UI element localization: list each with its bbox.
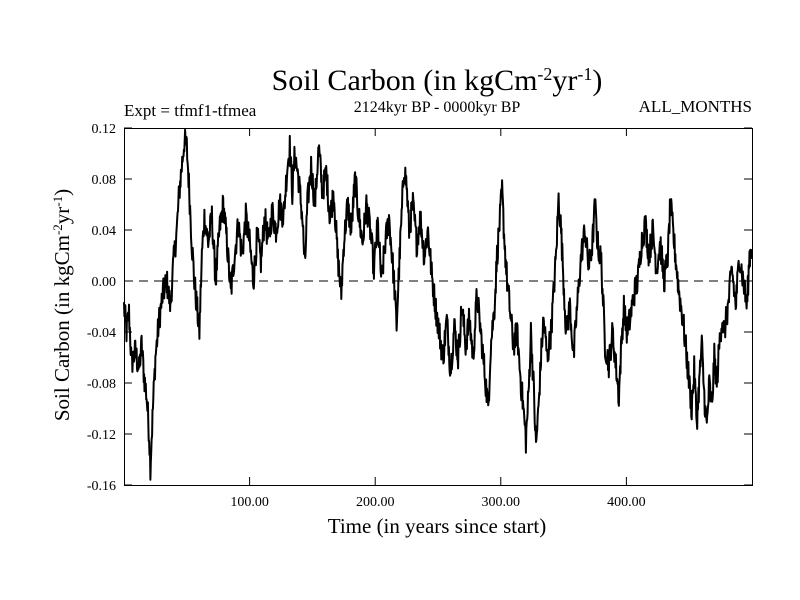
chart-title-sup2: -1	[577, 64, 592, 84]
expt-label: Expt = tfmf1-tfmea	[124, 101, 257, 120]
series-line	[123, 128, 753, 481]
season-label: ALL_MONTHS	[639, 97, 752, 116]
y-axis: 0.12 0.08 0.04 0.00 -0.04 -0.08 -0.12 -0.16	[87, 122, 752, 494]
x-axis: 100.00 200.00 300.00 400.00	[230, 128, 646, 510]
y-tick-label: -0.04	[87, 326, 116, 341]
y-tick-label: -0.16	[87, 479, 116, 494]
chart-title: Soil Carbon (in kgCm-2yr-1)	[272, 64, 603, 97]
y-axis-label-sup1: -2	[50, 224, 65, 235]
plot-frame	[124, 128, 753, 486]
chart-title-mid: yr	[552, 64, 577, 97]
y-axis-label-main: Soil Carbon (in kgCm	[50, 235, 74, 421]
y-tick-label: 0.04	[92, 224, 117, 239]
x-tick-label: 400.00	[607, 495, 646, 510]
y-axis-label-mid: yr	[50, 207, 74, 225]
x-tick-label: 200.00	[356, 495, 395, 510]
chart-title-main: Soil Carbon (in kgCm	[272, 64, 538, 97]
y-tick-label: 0.12	[92, 122, 117, 137]
y-axis-label-sup2: -1	[50, 196, 65, 207]
y-tick-label: 0.00	[92, 275, 117, 290]
x-axis-label: Time (in years since start)	[328, 514, 547, 538]
chart-title-sup1: -2	[537, 64, 552, 84]
x-tick-label: 100.00	[230, 495, 269, 510]
y-axis-label-end: )	[50, 189, 74, 196]
x-tick-label: 300.00	[482, 495, 521, 510]
chart-title-end: )	[592, 64, 602, 97]
y-tick-label: -0.12	[87, 428, 116, 443]
y-tick-label: 0.08	[92, 173, 117, 188]
y-axis-label: Soil Carbon (in kgCm-2yr-1)	[50, 189, 75, 421]
y-tick-label: -0.08	[87, 377, 116, 392]
period-label: 2124kyr BP - 0000kyr BP	[354, 99, 521, 116]
